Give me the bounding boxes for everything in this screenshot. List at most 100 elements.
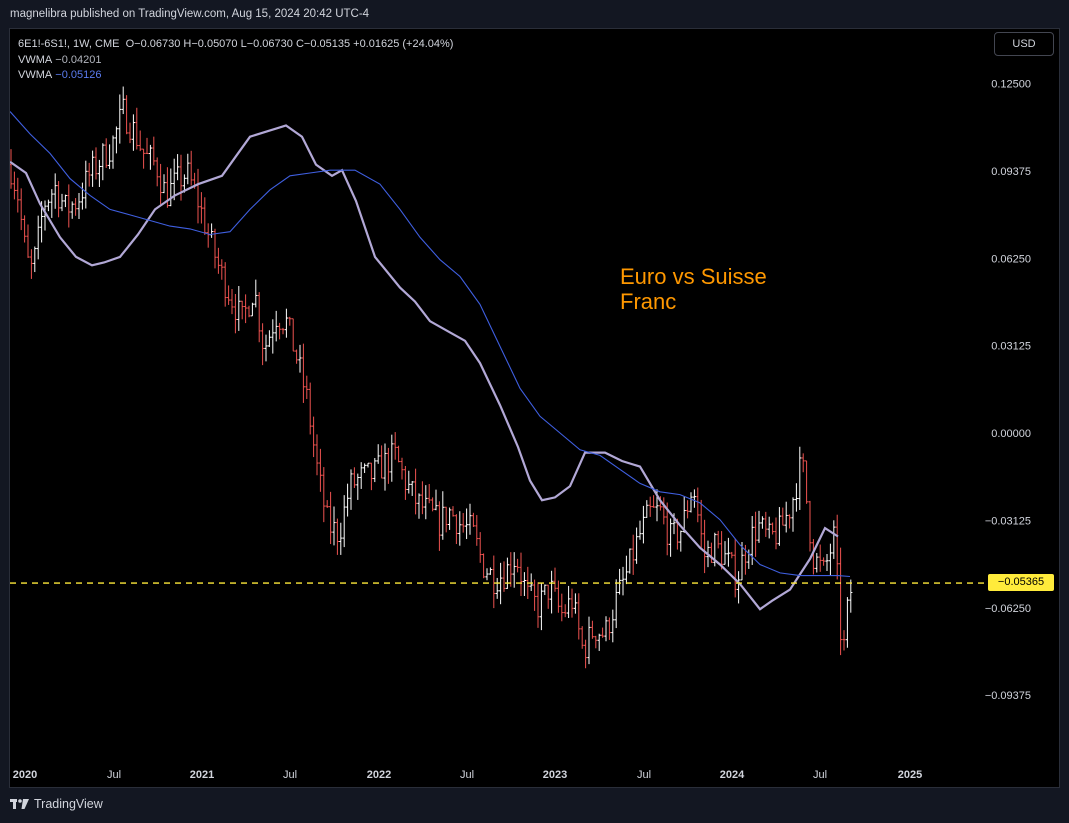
ohlc-bar — [417, 493, 421, 519]
ohlc-bar — [618, 568, 622, 595]
ohlc-bar — [482, 553, 486, 579]
ohlc-bar — [652, 495, 656, 508]
vwma-fast-label: VWMA — [18, 53, 53, 66]
ohlc-bar — [247, 305, 251, 318]
ohlc-bar — [519, 552, 523, 597]
ohlc-bar — [791, 497, 795, 532]
chart-canvas[interactable]: 0.12500 0.09375 0.06250 0.03125 0.00000 −0.03… — [10, 29, 1059, 787]
ohlc-bar — [199, 192, 203, 224]
ohlc-bar — [584, 639, 588, 669]
ohlc-bar — [244, 294, 248, 324]
ohlc-bar — [125, 95, 129, 135]
currency-button[interactable]: USD — [994, 32, 1054, 56]
ohlc-bar — [614, 579, 618, 629]
ohlc-bar — [427, 483, 431, 504]
ohlc-bar — [788, 514, 792, 529]
ohlc-bar — [227, 285, 231, 305]
ohlc-bar — [709, 542, 713, 563]
ohlc-bar — [444, 506, 448, 533]
ohlc-bar — [686, 500, 690, 519]
ohlc-bar — [189, 150, 193, 186]
ohlc-bar — [845, 597, 849, 648]
ohlc-bar — [512, 552, 516, 588]
ohlc-bar — [781, 507, 785, 526]
price-axis-tick: 0.03125 — [991, 341, 1031, 353]
ohlc-bar — [101, 143, 105, 181]
chart-annotation[interactable]: Euro vs Suisse Franc — [620, 264, 767, 314]
annotation-line-1: Euro vs Suisse — [620, 264, 767, 289]
ohlc-bar — [220, 259, 224, 280]
ohlc-bar — [50, 189, 54, 218]
ohlc-bar — [492, 555, 496, 609]
ohlc-bar — [142, 148, 146, 169]
ohlc-bar — [458, 511, 462, 546]
ohlc-bar — [80, 182, 84, 210]
time-axis-tick: Jul — [283, 769, 297, 781]
ohlc-bar — [284, 308, 288, 338]
ohlc-bar — [536, 582, 540, 628]
annotation-line-2: Franc — [620, 289, 677, 314]
ohlc-bar — [298, 344, 302, 373]
ohlc-bar — [465, 508, 469, 540]
ohlc-bar — [332, 506, 336, 546]
ohlc-bar — [485, 568, 489, 581]
time-axis-tick: Jul — [813, 769, 827, 781]
ohlc-bar — [84, 160, 88, 209]
time-axis-tick: Jul — [107, 769, 121, 781]
price-axis-labels: 0.12500 0.09375 0.06250 0.03125 0.00000 −0.03… — [985, 79, 1031, 703]
ohlc-bar — [186, 153, 190, 185]
ohlc-bar — [580, 626, 584, 649]
current-price-tag: −0.05365 — [988, 573, 1054, 591]
ohlc-bar — [563, 604, 567, 618]
ohlc-bar — [434, 489, 438, 511]
ohlc-bar — [723, 541, 727, 565]
ohlc-bar — [808, 500, 812, 552]
ohlc-bar — [63, 194, 67, 208]
ohlc-bar — [414, 468, 418, 515]
ohlc-bar — [733, 538, 737, 598]
ohlc-bar — [393, 432, 397, 460]
ohlc-bar — [305, 375, 309, 400]
ohlc-bar — [240, 300, 244, 320]
ohlc-bar — [104, 138, 108, 168]
ohlc-bar — [801, 453, 805, 473]
ohlc-bar — [111, 135, 115, 169]
ohlc-bar — [730, 551, 734, 559]
ohlc-bar — [431, 497, 435, 512]
ohlc-bar — [478, 532, 482, 563]
ohlc-bar — [121, 86, 125, 115]
ohlc-bar — [152, 136, 156, 166]
ohlc-bar — [271, 319, 275, 354]
symbol-label[interactable]: 6E1!-6S1!, 1W, CME — [18, 38, 120, 50]
vwma-fast-row[interactable]: VWMA −0.04201 — [18, 53, 453, 69]
footer-brand[interactable]: TradingView — [10, 797, 103, 811]
time-axis-tick: Jul — [637, 769, 651, 781]
ohlc-bar — [295, 349, 299, 364]
vwma-slow-row[interactable]: VWMA −0.05126 — [18, 68, 453, 84]
ohlc-bar — [624, 555, 628, 585]
ohlc-bar — [329, 491, 333, 545]
ohlc-bar — [689, 492, 693, 513]
ohlc-bar — [308, 382, 312, 435]
ohlc-bar — [461, 513, 465, 533]
ohlc-bar — [573, 593, 577, 614]
ohlc-bar — [611, 609, 615, 643]
ohlc-bars — [10, 86, 853, 669]
ohlc-bar — [703, 519, 707, 574]
ohlc-bar — [182, 174, 186, 193]
chart-panel[interactable]: 0.12500 0.09375 0.06250 0.03125 0.00000 −0.03… — [9, 28, 1060, 788]
ohlc-bar — [437, 501, 441, 551]
ohlc-bar — [597, 633, 601, 651]
ohlc-bar — [349, 469, 353, 510]
ohlc-bar — [131, 114, 135, 151]
ohlc-bar — [533, 579, 537, 611]
ohlc-bar — [138, 130, 142, 152]
ohlc-bar — [172, 158, 176, 201]
ohlc-bar — [346, 483, 350, 517]
ohlc-bar — [441, 491, 445, 540]
ohlc-bar — [764, 511, 768, 537]
ohlc-bar — [339, 522, 343, 555]
ohlc-bar — [594, 635, 598, 649]
ohlc-bar — [811, 539, 815, 575]
price-axis-tick: −0.03125 — [985, 515, 1031, 527]
